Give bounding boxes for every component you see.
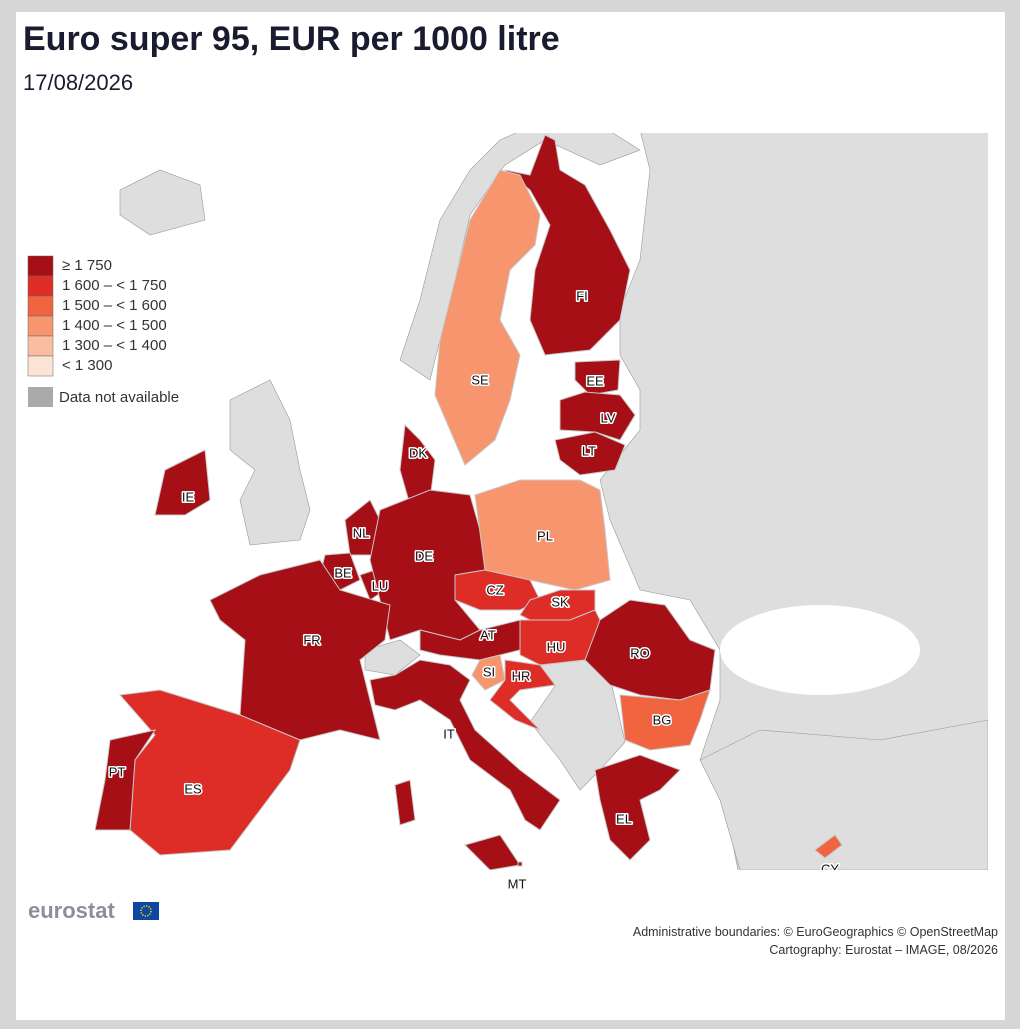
eu-stars	[140, 905, 152, 917]
country-label: LU	[372, 578, 389, 593]
country-label: DE	[415, 548, 433, 563]
country-shape	[154, 449, 211, 516]
country-label: DK	[409, 445, 427, 460]
legend: ≥ 1 750 1 600 – < 1 750 1 500 – < 1 600 1 4…	[27, 255, 179, 407]
country-label: EL	[616, 811, 632, 826]
country-shape	[517, 861, 523, 867]
country-shape	[814, 834, 843, 859]
country-label: SK	[551, 594, 569, 609]
country-label: AT	[480, 627, 496, 642]
land	[364, 639, 421, 676]
country-label: LV	[601, 410, 616, 425]
country-label: IT	[443, 726, 455, 741]
country-label: PL	[537, 528, 553, 543]
country-label: NL	[353, 525, 370, 540]
country-label: ES	[184, 781, 202, 796]
legend-label: Data not available	[59, 389, 179, 406]
country-label: BE	[334, 565, 352, 580]
credit: Cartography: Eurostat – IMAGE, 08/2026	[769, 943, 998, 957]
country-label: LT	[582, 443, 596, 458]
country-shape	[434, 169, 541, 466]
legend-swatch	[27, 335, 54, 357]
country-shape	[489, 659, 556, 731]
title: Euro super 95, EUR per 1000 litre	[23, 20, 560, 58]
legend-label: 1 500 – < 1 600	[62, 297, 167, 314]
land	[699, 719, 988, 870]
legend-swatch	[28, 387, 53, 407]
country-shape	[619, 689, 711, 751]
legend-label: < 1 300	[62, 357, 112, 374]
country-label: IE	[182, 489, 195, 504]
country-label: CY	[821, 861, 839, 876]
country-label: HU	[547, 639, 566, 654]
country-label: MT	[508, 876, 527, 891]
country-label: SE	[471, 372, 489, 387]
country-label: BG	[653, 712, 672, 727]
country-shape	[369, 659, 561, 870]
credit: Administrative boundaries: © EuroGeograp…	[633, 925, 998, 939]
country-label: PT	[109, 764, 126, 779]
country-label: RO	[630, 645, 650, 660]
land	[399, 133, 641, 381]
country-shape	[574, 359, 621, 396]
legend-swatch	[27, 275, 54, 297]
country-shape	[559, 391, 636, 441]
eu-flag	[133, 902, 159, 920]
legend-swatch	[27, 315, 54, 337]
country-label: SI	[483, 664, 495, 679]
country-shape	[554, 431, 626, 476]
country-shape	[209, 559, 391, 741]
legend-swatch	[27, 295, 54, 317]
country-shape	[594, 754, 681, 861]
country-label: FR	[303, 632, 320, 647]
legend-label: 1 400 – < 1 500	[62, 317, 167, 334]
date: 17/08/2026	[23, 70, 133, 95]
country-shape	[471, 654, 506, 691]
sea	[720, 605, 920, 695]
legend-label: ≥ 1 750	[62, 257, 112, 274]
legend-swatch	[27, 255, 54, 277]
legend-label: 1 600 – < 1 750	[62, 277, 167, 294]
countries: FI SE EE LV LT DK IE NL BE LU DE PL CZ SK AT HU SI HR RO BG…	[95, 134, 843, 876]
country-label: HR	[512, 668, 531, 683]
land	[119, 169, 206, 236]
country-shape	[95, 729, 157, 831]
legend-swatch	[27, 355, 54, 377]
background-land: FI SE EE LV LT DK IE NL BE LU DE PL CZ SK AT HU SI HR RO BG…	[95, 133, 988, 876]
country-label: FI	[576, 288, 588, 303]
legend-label: 1 300 – < 1 400	[62, 337, 167, 354]
country-label: EE	[586, 373, 604, 388]
land	[229, 379, 311, 546]
logo: eurostat	[28, 898, 115, 923]
country-label: CZ	[486, 582, 503, 597]
